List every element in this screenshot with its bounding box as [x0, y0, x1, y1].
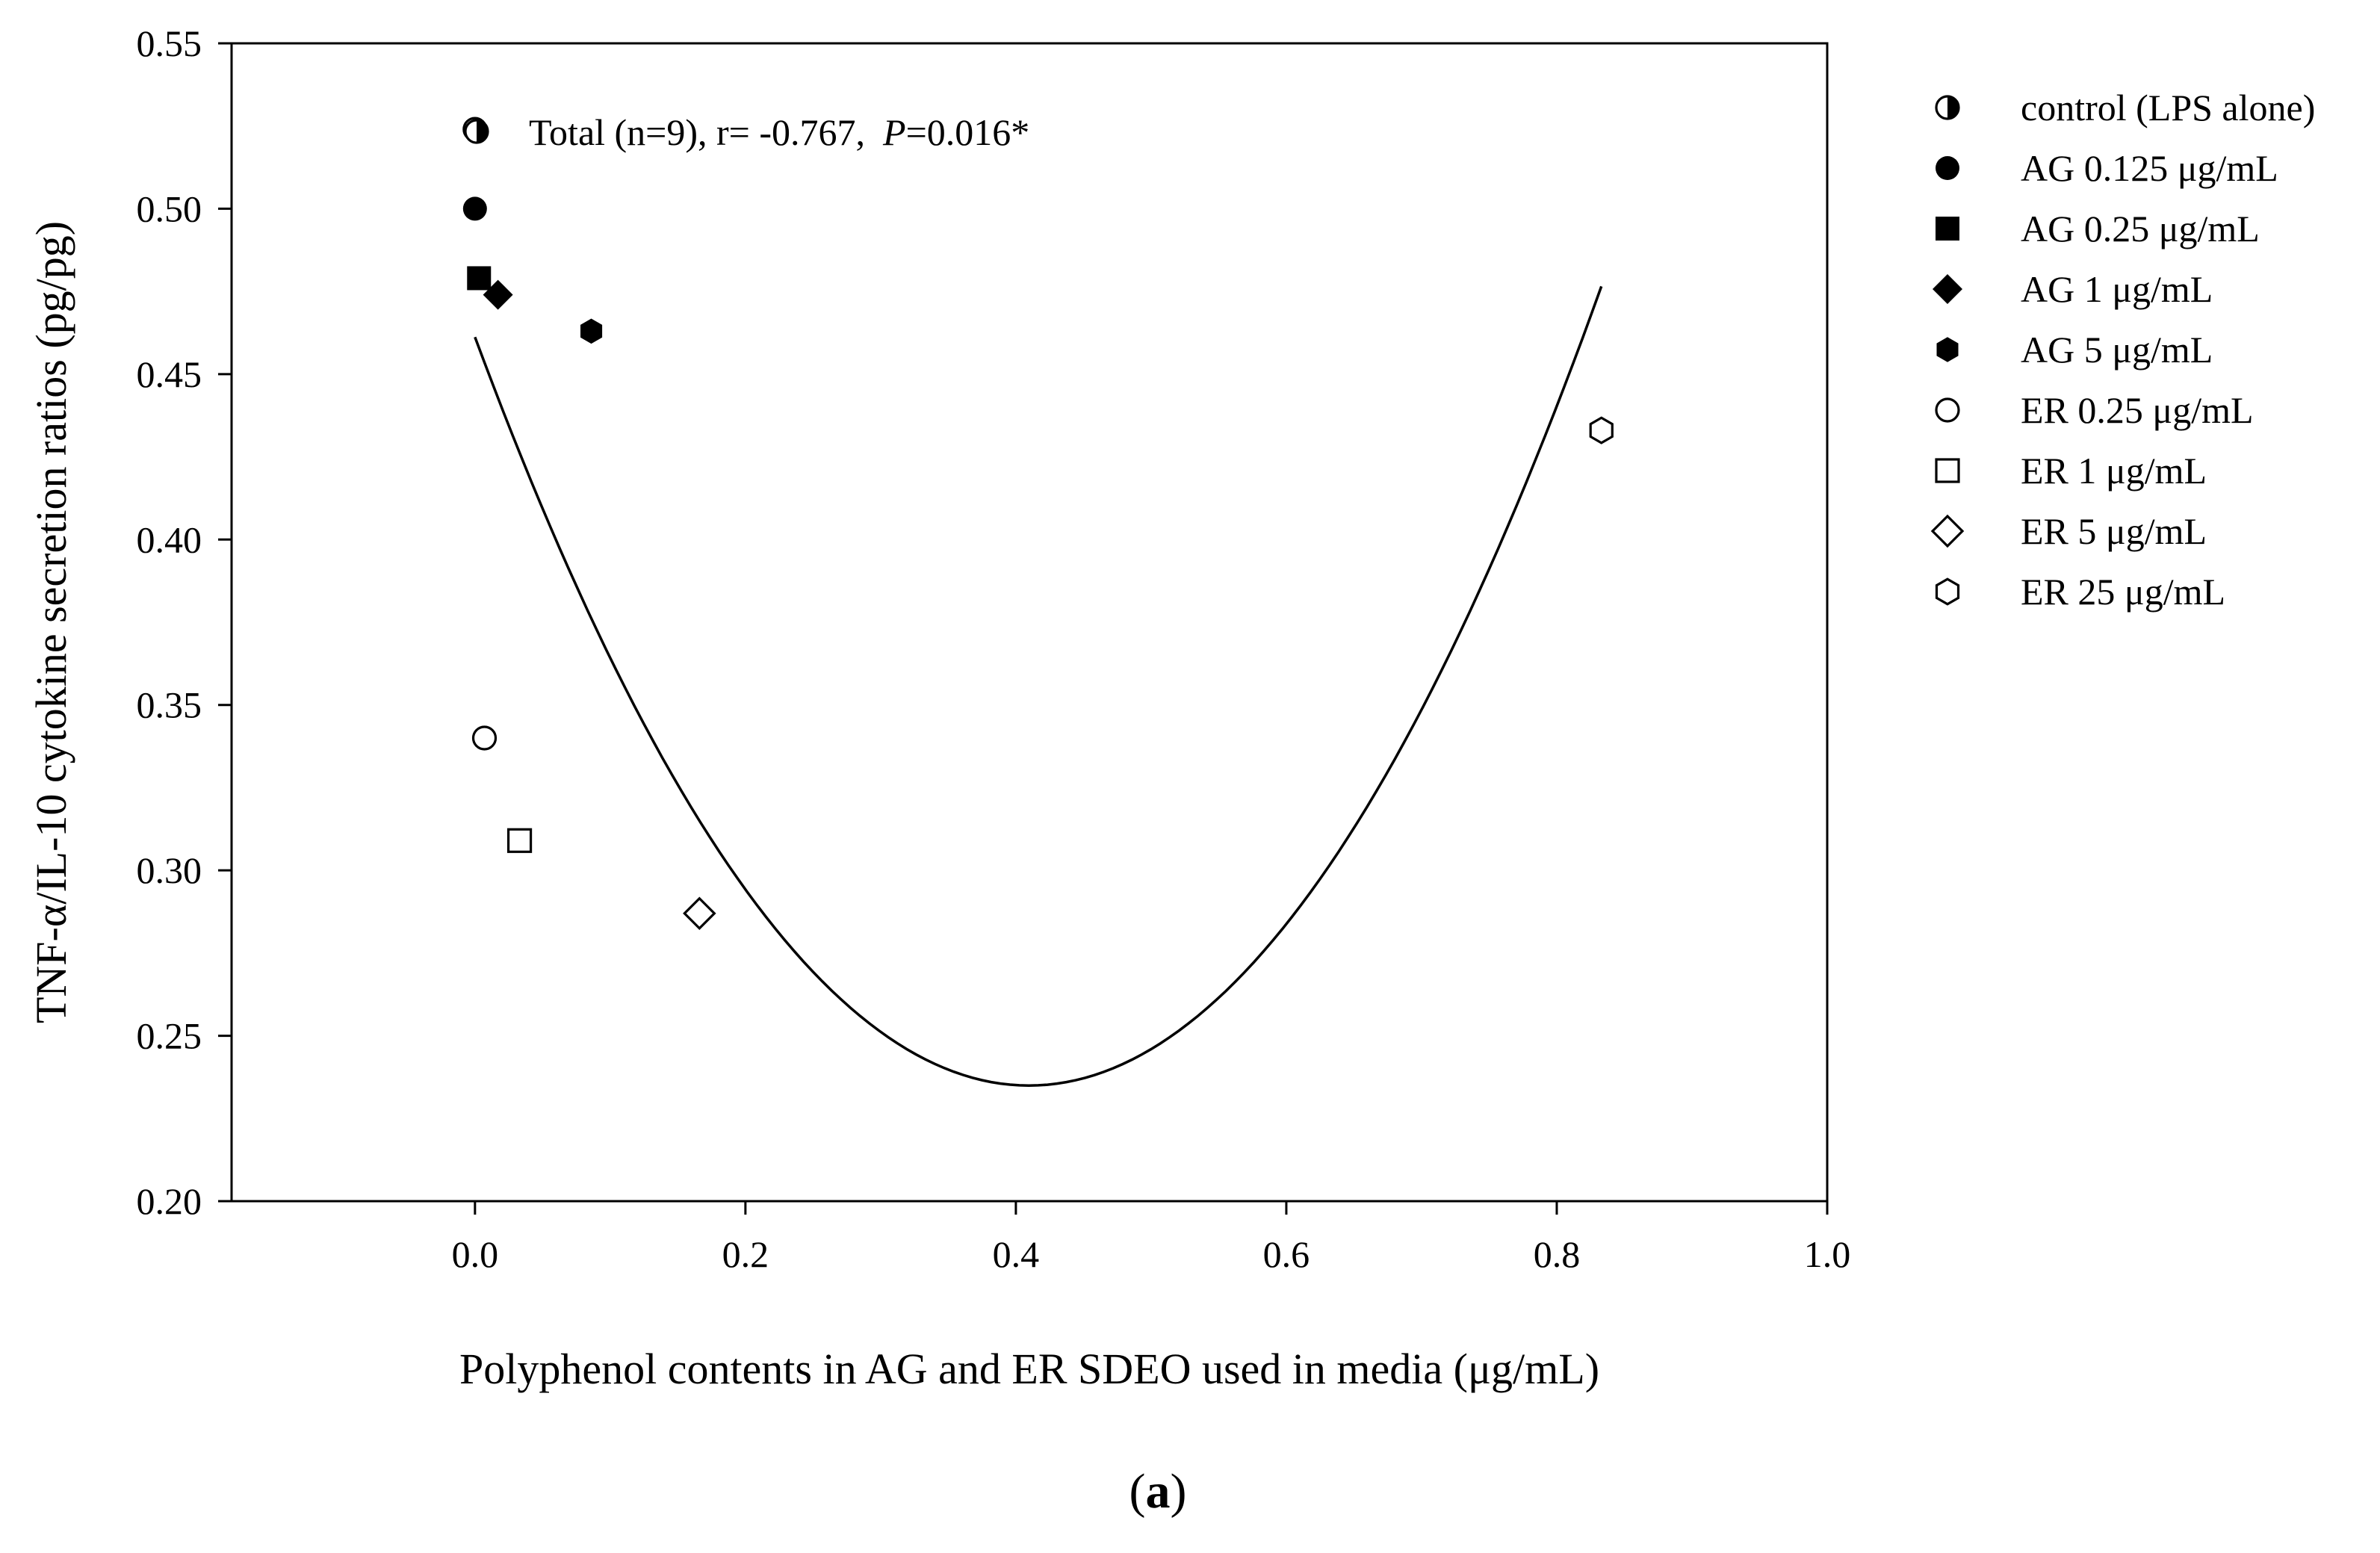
x-tick-label: 0.8: [1534, 1233, 1581, 1275]
legend-item: AG 0.125 μg/mL: [1936, 147, 2278, 189]
legend-marker-open-hexagon-icon: [1935, 577, 1960, 606]
data-point-filled-circle: [462, 196, 487, 221]
y-axis-title: TNF-α/IL-10 cytokine secretion ratios (p…: [27, 221, 75, 1023]
legend-item: ER 0.25 μg/mL: [1935, 389, 2254, 431]
legend-label: ER 1 μg/mL: [2021, 450, 2207, 492]
y-axis-ticks: 0.20 0.25 0.30 0.35 0.40 0.45 0.50 0.55: [137, 22, 232, 1222]
plot-frame: [230, 42, 1829, 1203]
figure-caption: (a): [1129, 1464, 1187, 1519]
data-point-filled-hexagon: [580, 318, 603, 344]
legend-label: ER 0.25 μg/mL: [2021, 389, 2254, 431]
x-axis-ticks: 0.0 0.2 0.4 0.6 0.8 1.0: [452, 1201, 1851, 1275]
legend-label: ER 25 μg/mL: [2021, 571, 2225, 613]
legend-item: ER 25 μg/mL: [1935, 571, 2225, 613]
legend-marker-filled-diamond-icon: [1933, 274, 1962, 304]
legend-marker-open-square-icon: [1935, 458, 1960, 483]
legend-item: control (LPS alone): [1935, 87, 2315, 128]
x-axis-title: Polyphenol contents in AG and ER SDEO us…: [459, 1345, 1599, 1393]
legend-marker-open-diamond-icon: [1930, 514, 1965, 548]
annotation-prefix: Total (n=9), r= -0.767,: [529, 111, 865, 153]
x-tick-label: 0.2: [722, 1233, 769, 1275]
y-tick-label: 0.30: [137, 849, 202, 891]
data-point-open-hexagon: [1589, 416, 1614, 444]
fit-curve: [474, 285, 1603, 1087]
data-point-open-circle: [471, 725, 498, 751]
y-tick-label: 0.20: [137, 1180, 202, 1222]
legend-label: AG 5 μg/mL: [2021, 329, 2213, 371]
legend-item: AG 1 μg/mL: [1933, 268, 2213, 310]
legend-marker-filled-square-icon: [1936, 217, 1959, 241]
legend-label: AG 0.25 μg/mL: [2021, 208, 2260, 249]
data-point-filled-diamond: [483, 279, 513, 310]
y-tick-label: 0.55: [137, 22, 202, 64]
y-tick-label: 0.35: [137, 684, 202, 726]
caption-open: (: [1129, 1464, 1146, 1519]
x-tick-label: 1.0: [1804, 1233, 1851, 1275]
caption-close: ): [1171, 1464, 1187, 1519]
legend-marker-filled-hexagon-icon: [1936, 337, 1959, 362]
data-points: [462, 117, 1614, 930]
annotation-text: Total (n=9), r= -0.767, P=0.016*: [529, 111, 1029, 153]
legend-label: AG 0.125 μg/mL: [2021, 147, 2278, 189]
legend-label: AG 1 μg/mL: [2021, 268, 2213, 310]
data-point-filled-square: [467, 266, 492, 291]
legend-marker-half-circle-icon: [1935, 95, 1960, 120]
legend-marker-filled-circle-icon: [1936, 156, 1959, 180]
annotation-group: Total (n=9), r= -0.767, P=0.016*: [464, 111, 1029, 153]
legend-item: AG 0.25 μg/mL: [1936, 208, 2260, 249]
data-point-open-square: [506, 828, 533, 853]
legend-item: ER 1 μg/mL: [1935, 450, 2207, 492]
legend-item: AG 5 μg/mL: [1936, 329, 2213, 371]
data-point-open-diamond: [683, 896, 716, 930]
legend-marker-open-circle-icon: [1935, 397, 1960, 423]
annotation-p-value: =0.016*: [906, 111, 1030, 153]
x-tick-label: 0.6: [1263, 1233, 1310, 1275]
caption-letter: a: [1146, 1464, 1171, 1519]
y-tick-label: 0.45: [137, 353, 202, 395]
annotation-half-circle-icon: [464, 119, 489, 144]
y-tick-label: 0.40: [137, 518, 202, 560]
legend-label: control (LPS alone): [2021, 87, 2315, 128]
x-tick-label: 0.4: [993, 1233, 1040, 1275]
y-tick-label: 0.50: [137, 187, 202, 229]
annotation-p-symbol: P: [882, 111, 906, 153]
y-tick-label: 0.25: [137, 1015, 202, 1057]
legend: control (LPS alone) AG 0.125 μg/mL AG 0.25…: [1930, 87, 2315, 613]
legend-label: ER 5 μg/mL: [2021, 510, 2207, 552]
x-tick-label: 0.0: [452, 1233, 499, 1275]
legend-item: ER 5 μg/mL: [1930, 510, 2207, 552]
